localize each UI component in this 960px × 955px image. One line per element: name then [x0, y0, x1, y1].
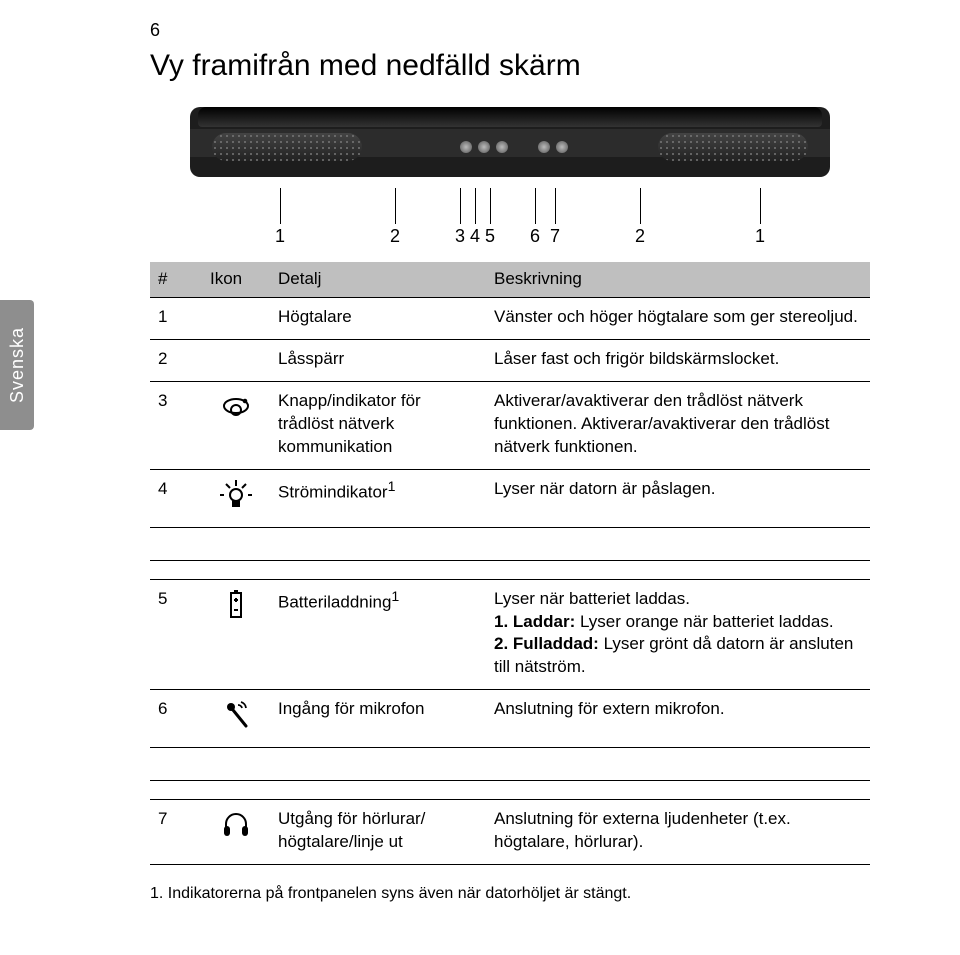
row-detail: Ingång för mikrofon	[270, 690, 486, 748]
row-detail: Låsspärr	[270, 339, 486, 381]
row-desc: Vänster och höger högtalare som ger ster…	[486, 297, 870, 339]
callout: 2	[635, 226, 645, 247]
table-row: 6 Ingång för mikrofon Anslutning för ext…	[150, 690, 870, 748]
row-num: 3	[150, 381, 202, 469]
callout: 4	[470, 226, 480, 247]
page: 6 Vy framifrån med nedfälld skärm 1 2	[0, 0, 960, 933]
row-detail: Högtalare	[270, 297, 486, 339]
spec-table: # Ikon Detalj Beskrivning 1 Högtalare Vä…	[150, 262, 870, 865]
col-desc: Beskrivning	[486, 262, 870, 297]
row-desc: Lyser när datorn är påslagen.	[486, 469, 870, 527]
page-number: 6	[150, 20, 870, 41]
wireless-icon	[202, 381, 270, 469]
microphone-icon	[202, 690, 270, 748]
row-desc: Låser fast och frigör bildskärmslocket.	[486, 339, 870, 381]
table-row: 3 Knapp/indikator för trådlöst nätverk k…	[150, 381, 870, 469]
row-num: 5	[150, 579, 202, 690]
table-row: 1 Högtalare Vänster och höger högtalare …	[150, 297, 870, 339]
row-num: 6	[150, 690, 202, 748]
row-desc: Anslutning för externa ljudenheter (t.ex…	[486, 800, 870, 865]
power-indicator-icon	[202, 469, 270, 527]
table-row: 4 Strömindikator1 Lyser när datorn är på…	[150, 469, 870, 527]
col-num: #	[150, 262, 202, 297]
row-icon	[202, 297, 270, 339]
col-icon: Ikon	[202, 262, 270, 297]
table-row: 2 Låsspärr Låser fast och frigör bildskä…	[150, 339, 870, 381]
battery-icon	[202, 579, 270, 690]
row-detail: Strömindikator1	[270, 469, 486, 527]
row-icon	[202, 339, 270, 381]
callout-numbers: 1 2 3 4 5 6 7 2 1	[170, 208, 850, 258]
row-desc: Anslutning för extern mikrofon.	[486, 690, 870, 748]
row-detail: Batteriladdning1	[270, 579, 486, 690]
col-detail: Detalj	[270, 262, 486, 297]
row-detail: Knapp/indikator för trådlöst nätverk kom…	[270, 381, 486, 469]
row-num: 1	[150, 297, 202, 339]
row-num: 2	[150, 339, 202, 381]
row-num: 4	[150, 469, 202, 527]
language-tab: Svenska	[0, 300, 34, 430]
callout: 5	[485, 226, 495, 247]
language-label: Svenska	[7, 327, 28, 403]
product-photo	[150, 101, 870, 196]
row-detail: Utgång för hörlurar/ högtalare/linje ut	[270, 800, 486, 865]
page-title: Vy framifrån med nedfälld skärm	[150, 49, 870, 83]
callout: 6	[530, 226, 540, 247]
table-row: 5 Batteriladdning1 Lyser när batteriet l…	[150, 579, 870, 690]
headphones-icon	[202, 800, 270, 865]
footnote: 1. Indikatorerna på frontpanelen syns äv…	[150, 885, 870, 903]
row-desc: Lyser när batteriet laddas. 1. Laddar: L…	[486, 579, 870, 690]
row-num: 7	[150, 800, 202, 865]
callout: 7	[550, 226, 560, 247]
table-row: 7 Utgång för hörlurar/ högtalare/linje u…	[150, 800, 870, 865]
callout: 1	[755, 226, 765, 247]
callout: 2	[390, 226, 400, 247]
callout: 3	[455, 226, 465, 247]
row-desc: Aktiverar/avaktiverar den trådlöst nätve…	[486, 381, 870, 469]
callout: 1	[275, 226, 285, 247]
